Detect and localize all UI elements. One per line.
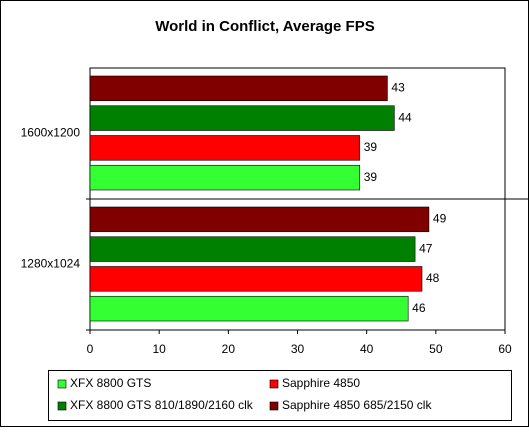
data-label: 49 [433, 212, 447, 226]
x-tick-label: 60 [498, 342, 512, 356]
bar [89, 105, 395, 131]
chart-title: World in Conflict, Average FPS [155, 18, 374, 35]
data-label: 48 [426, 271, 440, 285]
bar [89, 75, 388, 102]
data-label: 44 [398, 110, 412, 124]
legend-label: Sapphire 4850 [282, 376, 360, 390]
bar [89, 266, 423, 292]
x-tick-label: 10 [152, 342, 166, 356]
legend-label: Sapphire 4850 685/2150 clk [282, 398, 432, 412]
bar [89, 135, 361, 161]
x-tick-label: 30 [291, 342, 305, 356]
bar [89, 295, 409, 322]
data-label: 47 [419, 241, 433, 255]
x-tick-label: 0 [87, 342, 94, 356]
data-label: 39 [364, 140, 378, 154]
y-tick-label: 1280x1024 [21, 257, 81, 271]
legend-label: XFX 8800 GTS 810/1890/2160 clk [70, 398, 254, 412]
bar [89, 206, 430, 233]
data-label: 43 [391, 81, 405, 95]
legend-swatch [269, 401, 279, 411]
bar [89, 164, 361, 191]
legend-swatch [57, 401, 67, 411]
bar [89, 236, 416, 262]
x-tick-label: 20 [222, 342, 236, 356]
legend-swatch [57, 379, 67, 389]
legend-swatch [269, 379, 279, 389]
y-tick-label: 1600x1200 [21, 126, 81, 140]
data-label: 46 [412, 301, 426, 315]
data-label: 39 [364, 170, 378, 184]
x-tick-label: 50 [429, 342, 443, 356]
legend [48, 370, 512, 421]
legend-label: XFX 8800 GTS [70, 376, 151, 390]
x-tick-label: 40 [360, 342, 374, 356]
